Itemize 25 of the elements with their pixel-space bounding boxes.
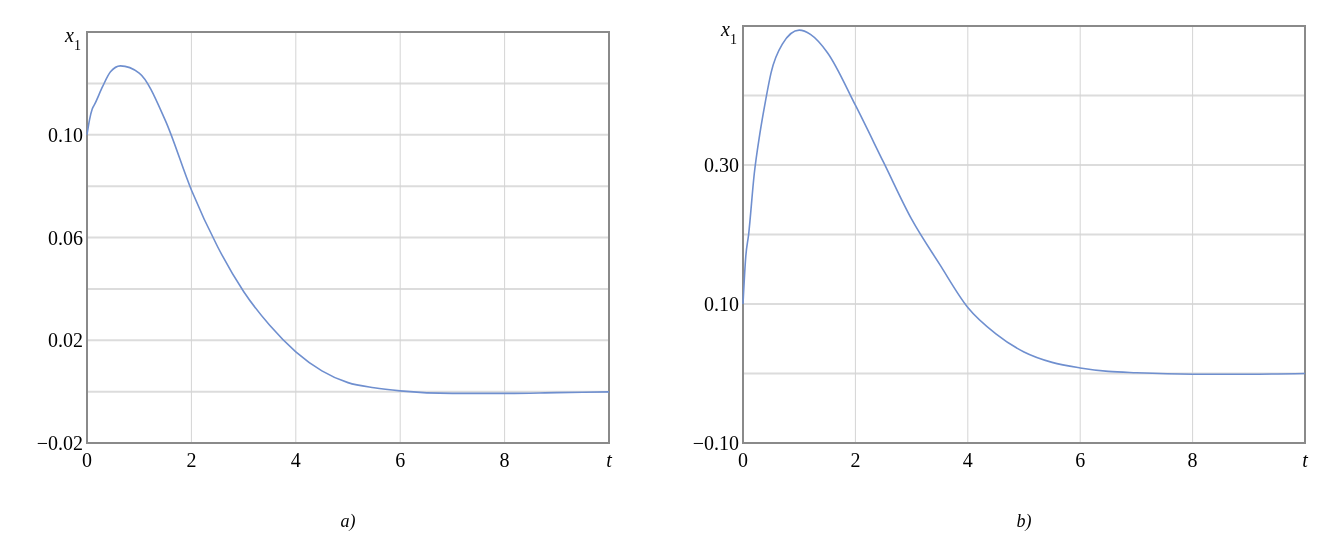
x-axis-title: t (606, 449, 613, 471)
x-tick-label: 4 (962, 449, 973, 471)
y-tick-label: −0.02 (36, 432, 83, 454)
line-series (742, 29, 1306, 375)
x-tick-label: 0 (82, 449, 92, 471)
y-tick-label: 0.10 (704, 293, 739, 315)
line-series (86, 65, 610, 395)
y-tick-label: 0.30 (704, 154, 739, 176)
y-axis-title: x$_{1}$ (64, 24, 81, 53)
text: a) (340, 511, 356, 532)
text: b) (1016, 511, 1032, 532)
y-axis-title: x$_{1}$ (720, 18, 737, 47)
x-tick-label: 8 (499, 449, 510, 471)
y-tick-label: 0.10 (48, 123, 83, 146)
x-tick-label: 2 (850, 449, 861, 471)
x-tick-label: 0 (738, 449, 748, 471)
y-tick-label: −0.10 (692, 432, 739, 454)
x-tick-label: 6 (1075, 449, 1086, 471)
x-axis-title: t (1302, 449, 1309, 471)
x-tick-label: 2 (186, 449, 197, 471)
x-tick-label: 6 (395, 449, 406, 471)
y-tick-label: 0.06 (48, 226, 83, 249)
x-tick-label: 8 (1187, 449, 1198, 471)
x-tick-label: 4 (290, 449, 301, 471)
y-tick-label: 0.02 (48, 329, 83, 352)
